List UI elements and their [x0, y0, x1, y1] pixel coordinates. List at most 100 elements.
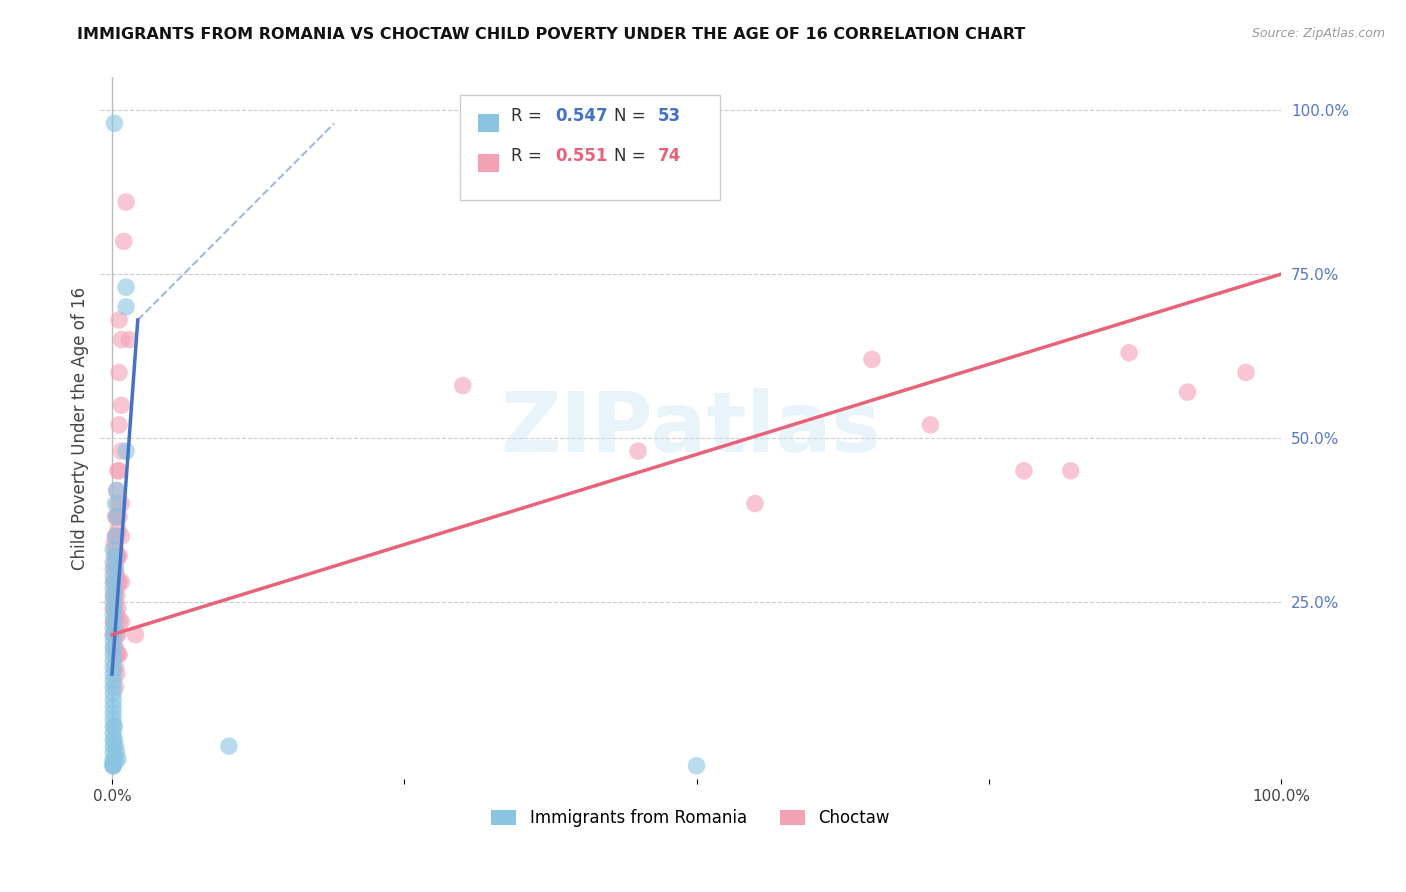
Text: 0.551: 0.551: [555, 147, 607, 165]
Point: [105, 529, 128, 543]
Point: [1234, 366, 1257, 380]
Point: [103, 116, 125, 130]
Point: [107, 549, 129, 563]
Point: [110, 529, 132, 543]
Point: [103, 660, 125, 674]
Point: [124, 628, 146, 642]
Point: [108, 509, 131, 524]
Point: [107, 464, 129, 478]
Point: [103, 628, 125, 642]
Point: [104, 595, 127, 609]
Point: [103, 640, 125, 655]
Point: [104, 549, 127, 563]
Point: [108, 417, 131, 432]
Point: [103, 615, 125, 629]
Point: [104, 680, 127, 694]
Point: [103, 575, 125, 590]
Point: [104, 562, 127, 576]
Point: [103, 726, 125, 740]
Point: [103, 706, 125, 721]
Point: [108, 366, 131, 380]
Point: [115, 300, 138, 314]
Point: [104, 529, 127, 543]
Point: [107, 648, 129, 662]
Point: [105, 588, 128, 602]
Text: N =: N =: [614, 107, 651, 125]
Point: [104, 607, 127, 622]
Point: [1177, 385, 1199, 400]
Point: [103, 615, 125, 629]
Point: [1012, 464, 1035, 478]
Point: [110, 333, 132, 347]
Point: [103, 746, 125, 760]
Point: [115, 444, 138, 458]
Text: 74: 74: [658, 147, 681, 165]
Point: [103, 680, 125, 694]
Point: [103, 667, 125, 681]
Point: [105, 549, 128, 563]
Point: [103, 699, 125, 714]
Point: [103, 739, 125, 753]
Point: [104, 640, 127, 655]
Point: [103, 719, 125, 733]
Point: [104, 752, 127, 766]
Point: [107, 523, 129, 537]
Bar: [478, 154, 499, 172]
Point: [104, 556, 127, 570]
Point: [110, 497, 132, 511]
Point: [103, 640, 125, 655]
Point: [108, 313, 131, 327]
Point: [103, 562, 125, 576]
Point: [103, 654, 125, 668]
Point: [103, 687, 125, 701]
Text: ZIPatlas: ZIPatlas: [501, 388, 882, 468]
Point: [103, 759, 125, 773]
Point: [108, 575, 131, 590]
Text: N =: N =: [614, 147, 651, 165]
Point: [105, 509, 128, 524]
Point: [105, 509, 128, 524]
Point: [744, 497, 766, 511]
Point: [103, 759, 125, 773]
Point: [115, 194, 138, 209]
Point: [108, 615, 131, 629]
Point: [107, 752, 129, 766]
Point: [103, 607, 125, 622]
Point: [103, 615, 125, 629]
Point: [107, 601, 129, 615]
Point: [104, 509, 127, 524]
Text: IMMIGRANTS FROM ROMANIA VS CHOCTAW CHILD POVERTY UNDER THE AGE OF 16 CORRELATION: IMMIGRANTS FROM ROMANIA VS CHOCTAW CHILD…: [77, 27, 1025, 42]
Point: [104, 568, 127, 582]
Point: [103, 595, 125, 609]
Point: [104, 497, 127, 511]
Point: [103, 648, 125, 662]
Point: [103, 536, 125, 550]
Point: [103, 756, 125, 771]
Point: [104, 542, 127, 557]
Point: [103, 601, 125, 615]
Y-axis label: Child Poverty Under the Age of 16: Child Poverty Under the Age of 16: [72, 286, 89, 570]
Legend: Immigrants from Romania, Choctaw: Immigrants from Romania, Choctaw: [485, 803, 897, 834]
Point: [112, 235, 135, 249]
Point: [108, 464, 131, 478]
Point: [103, 758, 125, 772]
Point: [104, 582, 127, 596]
Point: [105, 568, 128, 582]
Point: [105, 483, 128, 498]
Text: 0.547: 0.547: [555, 107, 607, 125]
Point: [103, 713, 125, 727]
Point: [103, 628, 125, 642]
Point: [105, 667, 128, 681]
Point: [110, 444, 132, 458]
Point: [103, 575, 125, 590]
Point: [108, 549, 131, 563]
Point: [118, 333, 141, 347]
Point: [103, 588, 125, 602]
Point: [103, 732, 125, 747]
Text: 53: 53: [658, 107, 681, 125]
Point: [110, 398, 132, 412]
Point: [110, 575, 132, 590]
Point: [103, 693, 125, 707]
Point: [451, 378, 474, 392]
Point: [103, 732, 125, 747]
